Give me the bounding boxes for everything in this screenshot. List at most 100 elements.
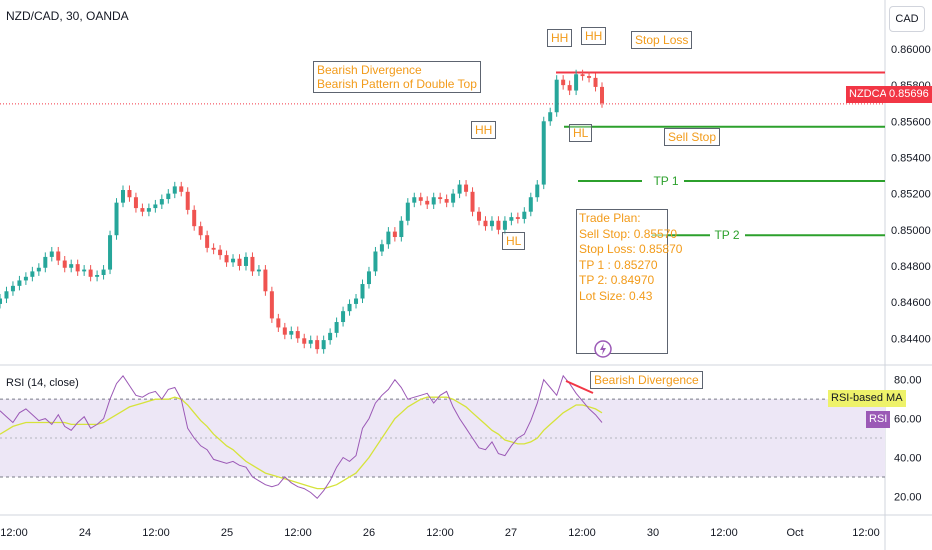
time-tick-label: 24 <box>79 527 91 539</box>
candle-body <box>600 86 604 104</box>
sell-stop-label[interactable]: Sell Stop <box>664 128 721 146</box>
hh-label-3[interactable]: HH <box>471 121 497 139</box>
candle-body <box>457 184 462 194</box>
candle-body <box>502 220 507 230</box>
candle-body <box>140 208 145 212</box>
time-tick-label: 12:00 <box>142 527 170 539</box>
divergence-note[interactable]: Bearish Divergence Bearish Pattern of Do… <box>313 61 481 93</box>
candle-body <box>49 251 54 257</box>
candle-body <box>82 269 87 272</box>
candle-body <box>392 231 397 238</box>
candle-body <box>574 74 579 91</box>
candle-body <box>30 271 35 277</box>
candle-body <box>4 291 9 299</box>
rsi-ma-line <box>0 396 603 490</box>
symbol-tag: NZDCAD <box>846 86 898 103</box>
candle-body <box>243 256 248 266</box>
candle-body <box>328 332 333 341</box>
candle-body <box>10 285 15 292</box>
lightning-icon[interactable] <box>594 340 612 358</box>
candle-body <box>256 269 261 272</box>
candle-body <box>114 202 119 236</box>
trade-plan-line: Sell Stop: 0.85570 <box>579 226 678 241</box>
time-tick-label: 12:00 <box>0 527 28 539</box>
hl-label-1[interactable]: HL <box>569 124 593 142</box>
time-tick-label: 27 <box>505 527 517 539</box>
time-tick-label: Oct <box>786 527 803 539</box>
candle-body <box>464 184 469 192</box>
current-price-tag: 0.85696 <box>886 86 932 103</box>
time-tick-label: 12:00 <box>284 527 312 539</box>
rsi-axis-ticks: 80.00 60.00 40.00 20.00 <box>894 375 922 504</box>
trade-plan-line: TP 2: 0.84970 <box>579 273 655 287</box>
candle-body <box>444 199 449 203</box>
candle-body <box>211 247 216 250</box>
time-tick-label: 12:00 <box>852 527 880 539</box>
candle-body <box>282 327 287 335</box>
candle-body <box>509 217 514 221</box>
candle-body <box>515 217 520 219</box>
candle-body <box>179 186 184 192</box>
rsi-tick-label: 40.00 <box>894 453 922 465</box>
candle-body <box>347 303 352 312</box>
candle-body <box>522 211 527 219</box>
price-tick-label: 0.85200 <box>891 189 931 201</box>
candle-body <box>483 220 488 227</box>
candle-body <box>405 202 410 221</box>
candle-body <box>120 190 125 203</box>
rsi-tick-label: 20.00 <box>894 491 922 503</box>
currency-button[interactable]: CAD <box>889 6 925 32</box>
hh-label-2[interactable]: HH <box>581 27 607 45</box>
candle-body <box>334 322 339 333</box>
rsi-tick-label: 80.00 <box>894 375 922 387</box>
rsi-line <box>0 374 603 500</box>
candle-body <box>108 235 113 270</box>
candle-body <box>36 267 41 272</box>
candle-body <box>69 264 74 268</box>
rsi-divergence-label[interactable]: Bearish Divergence <box>590 371 703 389</box>
trade-plan-box[interactable]: Trade Plan: Sell Stop: 0.85570 Stop Loss… <box>576 209 682 354</box>
price-tick-label: 0.85400 <box>891 152 931 164</box>
hh-label-1[interactable]: HH <box>547 29 573 47</box>
candle-body <box>159 199 164 205</box>
candle-body <box>185 191 190 210</box>
candle-body <box>366 271 371 285</box>
candle-body <box>341 311 346 323</box>
candle-body <box>17 280 22 286</box>
candle-body <box>302 338 307 344</box>
time-tick-label: 12:00 <box>426 527 454 539</box>
candle-body <box>360 284 365 299</box>
time-tick-label: 26 <box>363 527 375 539</box>
price-tick-label: 0.84600 <box>891 297 931 309</box>
candle-body <box>354 298 359 304</box>
candle-body <box>88 269 93 277</box>
hl-label-2[interactable]: HL <box>502 232 526 250</box>
candle-body <box>418 197 423 201</box>
candle-body <box>0 298 2 304</box>
candle-body <box>289 331 294 335</box>
candle-body <box>263 269 268 292</box>
candle-body <box>224 255 229 263</box>
candles <box>0 69 604 354</box>
chart-ticker: NZD/CAD, 30, OANDA <box>6 9 129 23</box>
price-axis-ticks: 0.860000.858000.856000.854000.852000.850… <box>891 44 931 345</box>
candle-body <box>593 77 598 87</box>
candle-body <box>399 220 404 238</box>
candle-body <box>218 249 223 256</box>
time-tick-label: 12:00 <box>710 527 738 539</box>
candle-body <box>451 193 456 203</box>
tp2-label: TP 2 <box>714 228 739 242</box>
candle-body <box>56 251 61 261</box>
stop-loss-label[interactable]: Stop Loss <box>631 31 693 49</box>
rsi-lines <box>0 374 603 500</box>
candle-body <box>561 79 566 86</box>
candle-body <box>373 251 378 272</box>
trade-plan-line: Lot Size: 0.43 <box>579 288 653 303</box>
candle-body <box>269 291 274 319</box>
rsi-band <box>0 399 885 477</box>
candle-body <box>548 112 553 122</box>
rsi-tick-label: 60.00 <box>894 414 922 426</box>
candle-body <box>425 200 430 205</box>
candle-body <box>470 191 475 212</box>
